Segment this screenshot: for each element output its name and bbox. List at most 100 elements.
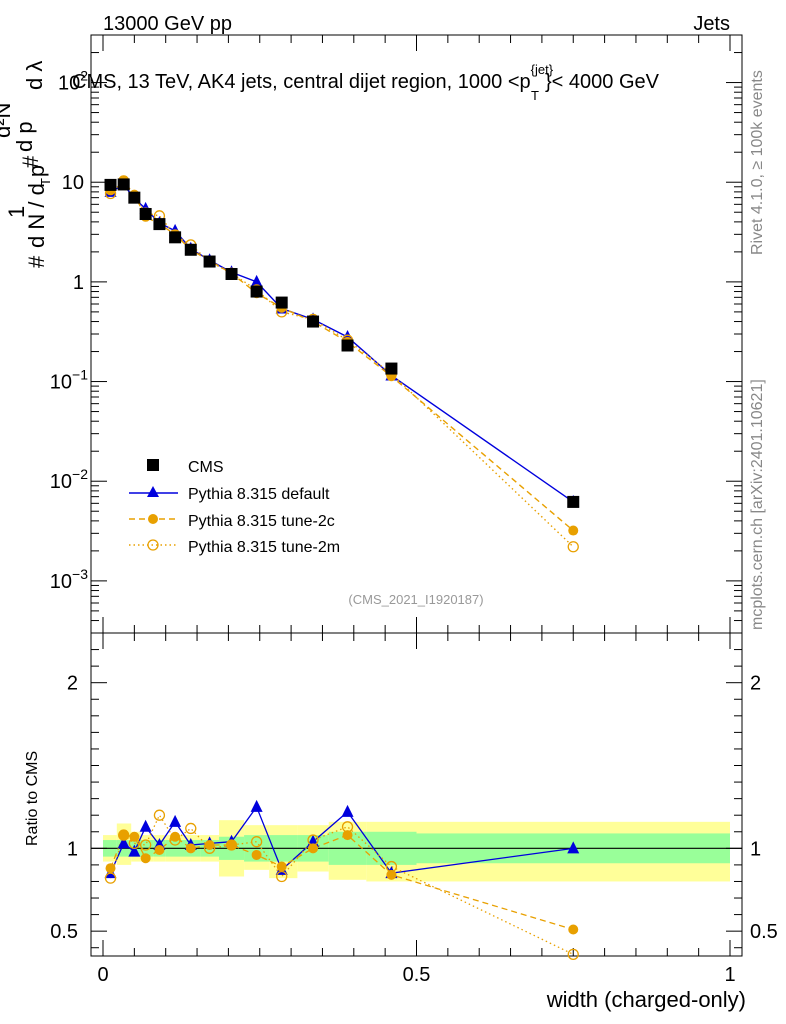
ratio-point bbox=[153, 809, 166, 821]
svg-text:d p: d p bbox=[12, 121, 37, 152]
main-y-tick-label: 10−3 bbox=[50, 566, 88, 593]
legend-label-tune2m: Pythia 8.315 tune-2m bbox=[188, 539, 340, 556]
header-right: Jets bbox=[693, 13, 730, 35]
main-y-axis-title: # d N / d p T 1 # d p d²N d λ bbox=[0, 61, 53, 268]
legend: CMS Pythia 8.315 default Pythia 8.315 tu… bbox=[129, 459, 340, 556]
main-point-cms bbox=[341, 339, 354, 352]
main-y-tick-label: 10 bbox=[62, 172, 84, 194]
x-tick-label: 1 bbox=[724, 964, 735, 986]
rivet-version: Rivet 4.1.0, ≥ 100k events bbox=[749, 70, 766, 255]
ratio-point bbox=[342, 830, 353, 841]
ratio-point bbox=[170, 831, 181, 842]
ratio-y-tick-label-right: 2 bbox=[750, 673, 761, 695]
ratio-point bbox=[185, 822, 197, 835]
main-point-cms bbox=[104, 178, 117, 191]
main-y-tick-label: 10−1 bbox=[50, 367, 88, 394]
ratio-point bbox=[118, 829, 130, 841]
ratio-point bbox=[251, 849, 262, 860]
chart-title: CMS, 13 TeV, AK4 jets, central dijet reg… bbox=[72, 62, 660, 103]
legend-label-cms: CMS bbox=[188, 459, 224, 476]
main-point-cms bbox=[385, 362, 398, 375]
main-y-tick-label: 10−2 bbox=[50, 466, 88, 493]
ratio-bands bbox=[103, 820, 730, 882]
ratio-panel-frame bbox=[90, 632, 743, 957]
ratio-y-tick-label: 1 bbox=[67, 838, 78, 860]
ratio-point bbox=[128, 844, 141, 857]
main-y-tick-label: 1 bbox=[73, 272, 84, 294]
main-point bbox=[567, 541, 579, 553]
ratio-point bbox=[308, 843, 319, 854]
svg-text:#: # bbox=[18, 155, 43, 168]
ratio-point bbox=[104, 872, 117, 884]
main-point-cms bbox=[203, 255, 216, 268]
ratio-y-tick-label-right: 0.5 bbox=[750, 921, 778, 943]
main-point-cms bbox=[117, 178, 130, 191]
ratio-point bbox=[276, 870, 288, 883]
ratio-y-tick-label: 2 bbox=[67, 673, 78, 695]
main-point-cms bbox=[275, 296, 288, 309]
ratio-point bbox=[118, 830, 129, 841]
ratio-point bbox=[226, 840, 237, 851]
main-point-cms bbox=[139, 207, 152, 220]
ratio-point bbox=[225, 839, 238, 851]
main-point-cms bbox=[128, 191, 141, 204]
ratio-point bbox=[567, 841, 580, 854]
ratio-point bbox=[105, 863, 116, 874]
ratio-point bbox=[169, 814, 182, 827]
ratio-line bbox=[109, 813, 574, 955]
legend-marker-cms bbox=[147, 459, 159, 471]
legend-marker-default bbox=[147, 486, 159, 497]
legend-marker-tune2m bbox=[147, 539, 159, 551]
ratio-point bbox=[139, 819, 152, 832]
main-point-cms bbox=[153, 218, 166, 231]
ratio-point bbox=[185, 843, 196, 854]
svg-text:d N / d p: d N / d p bbox=[24, 165, 49, 248]
main-point-cms bbox=[169, 231, 182, 244]
ratio-point bbox=[169, 834, 181, 846]
main-axis-ticks: 10−3 10−2 10−1 1 10 102 bbox=[50, 34, 742, 634]
ratio-point bbox=[117, 836, 130, 849]
header-left: 13000 GeV pp bbox=[103, 13, 232, 35]
ratio-point bbox=[341, 821, 354, 833]
main-series-layer bbox=[104, 175, 580, 553]
main-y-tick-label: 102 bbox=[58, 68, 88, 95]
ratio-point bbox=[567, 948, 579, 960]
svg-text:d λ: d λ bbox=[22, 61, 47, 90]
main-point-cms bbox=[567, 495, 580, 508]
svg-text:d²N: d²N bbox=[0, 103, 15, 138]
ratio-point bbox=[140, 853, 151, 864]
legend-label-default: Pythia 8.315 default bbox=[188, 486, 330, 503]
ratio-point bbox=[386, 869, 397, 880]
ratio-y-tick-label-right: 1 bbox=[750, 838, 761, 860]
main-point-cms bbox=[250, 285, 263, 298]
ratio-y-tick-label: 0.5 bbox=[50, 921, 78, 943]
ratio-point bbox=[204, 840, 215, 851]
svg-text:#: # bbox=[24, 255, 49, 268]
ratio-point bbox=[568, 924, 579, 935]
ratio-point bbox=[203, 842, 216, 854]
x-tick-label: 0.5 bbox=[403, 964, 431, 986]
main-point-cms bbox=[225, 267, 238, 280]
x-tick-label: 0 bbox=[97, 964, 108, 986]
svg-text:1: 1 bbox=[4, 206, 29, 218]
ratio-series-layer bbox=[104, 799, 580, 960]
ratio-point bbox=[341, 804, 354, 817]
legend-marker-tune2c bbox=[148, 514, 158, 524]
ratio-axis-ticks: 0.5 0.5 1 1 2 2 0 0.5 1 bbox=[50, 633, 778, 986]
main-point bbox=[250, 274, 263, 287]
x-axis-title: width (charged-only) bbox=[546, 987, 746, 1012]
ratio-point bbox=[276, 861, 287, 872]
legend-label-tune2c: Pythia 8.315 tune-2c bbox=[188, 513, 335, 530]
ratio-point bbox=[307, 834, 319, 846]
ratio-point bbox=[250, 799, 263, 812]
main-point bbox=[568, 525, 579, 536]
mcplots-credit: mcplots.cern.ch [arXiv:2401.10621] bbox=[749, 379, 766, 630]
ratio-point bbox=[385, 860, 398, 873]
ratio-point bbox=[128, 837, 141, 850]
ratio-point bbox=[154, 844, 165, 855]
ratio-point bbox=[139, 839, 152, 851]
main-point-cms bbox=[184, 243, 197, 256]
main-point-cms bbox=[307, 315, 320, 328]
analysis-reference: (CMS_2021_I1920187) bbox=[348, 592, 483, 607]
